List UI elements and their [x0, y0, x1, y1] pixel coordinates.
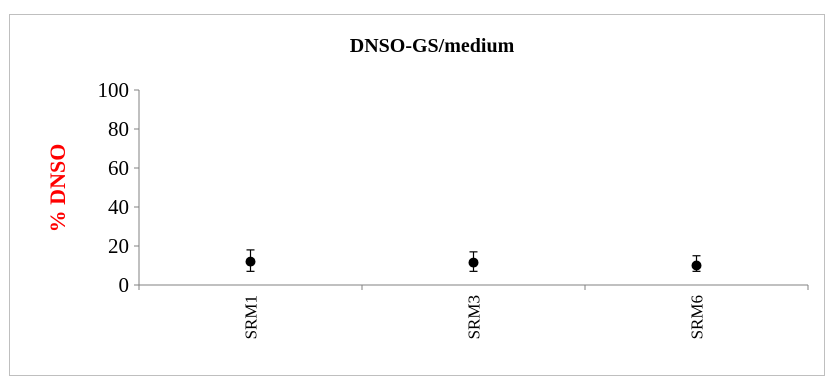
chart-title: DNSO-GS/medium: [350, 35, 515, 57]
x-tick-label: SRM3: [465, 295, 484, 339]
x-tick-label: SRM1: [242, 295, 261, 339]
y-tick-label: 80: [108, 117, 129, 141]
y-tick-label: 100: [98, 78, 130, 102]
y-tick-label: 40: [108, 195, 129, 219]
chart-area: [9, 14, 825, 376]
x-tick-label: SRM6: [688, 295, 707, 339]
y-tick-label: 20: [108, 234, 129, 258]
x-axis-ticks: SRM1 SRM3 SRM6: [138, 285, 809, 339]
data-point: [245, 256, 256, 267]
data-series: [245, 249, 702, 272]
y-axis-label: % DNSO: [45, 144, 70, 233]
y-axis-ticks: 0 20 40 60 80 100: [98, 78, 139, 297]
y-tick-label: 0: [119, 273, 130, 297]
y-tick-label: 60: [108, 156, 129, 180]
data-point: [468, 257, 479, 268]
data-point: [691, 260, 702, 271]
